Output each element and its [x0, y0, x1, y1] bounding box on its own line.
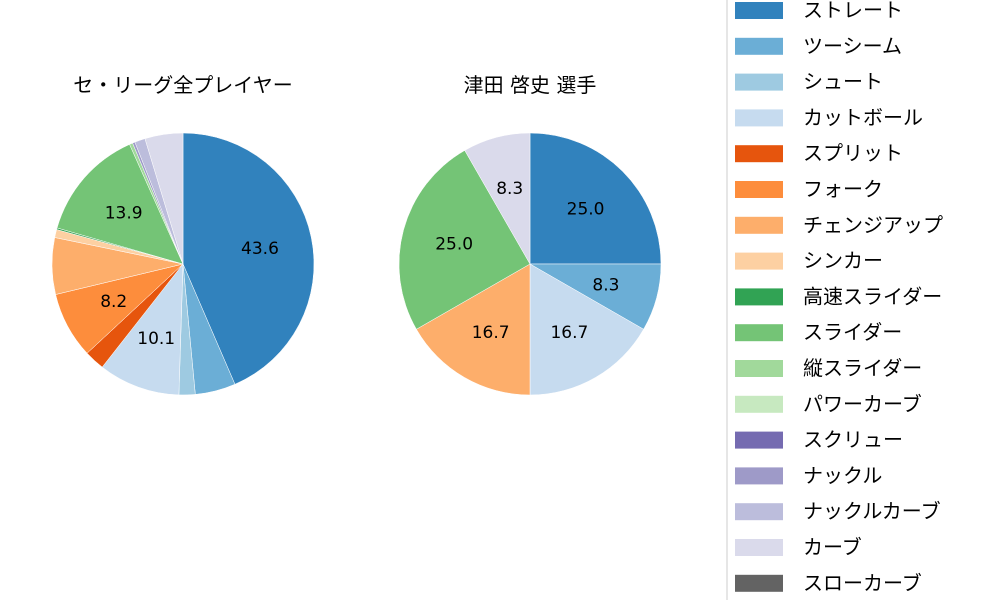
legend-swatch	[735, 395, 783, 413]
legend-swatch	[735, 37, 783, 55]
legend-label: 縦スライダー	[803, 356, 922, 380]
slice-label: 16.7	[472, 323, 510, 343]
legend-label: 高速スライダー	[803, 284, 942, 308]
legend-swatch	[735, 288, 783, 306]
legend-label: ストレート	[803, 0, 903, 22]
legend-swatch	[735, 252, 783, 270]
legend-label: スプリット	[803, 141, 903, 165]
slice-label: 8.3	[496, 179, 523, 199]
slice-label: 25.0	[567, 199, 605, 219]
slice-label: 25.0	[435, 234, 473, 254]
slice-label: 8.2	[100, 292, 127, 312]
slice-label: 16.7	[550, 323, 588, 343]
legend-label: カットボール	[803, 105, 923, 129]
pie-slice	[529, 132, 662, 265]
legend-label: スライダー	[803, 320, 902, 344]
legend-label: ツーシーム	[803, 34, 902, 58]
pie-1: 津田 啓史 選手 25.0 8.3 16.7 16.7 25.0 8.3	[398, 73, 662, 396]
legend-label: シンカー	[803, 249, 883, 273]
legend-label: パワーカーブ	[803, 392, 922, 416]
legend-swatch	[735, 181, 783, 198]
legend-swatch	[735, 431, 783, 449]
legend-label: スクリュー	[803, 428, 903, 452]
legend-swatch	[735, 216, 783, 234]
legend-label: ナックルカーブ	[803, 499, 941, 523]
pie-title: 津田 啓史 選手	[464, 73, 597, 97]
pie-slice	[56, 144, 184, 265]
pie-0: セ・リーグ全プレイヤー 43.6 10.1 8.2 13.9	[51, 73, 315, 396]
legend-swatch	[735, 574, 783, 592]
legend-label: フォーク	[803, 177, 883, 201]
slice-label: 10.1	[137, 329, 175, 349]
legend-label: チェンジアップ	[803, 213, 943, 237]
legend-swatch	[735, 145, 783, 163]
pie-slice	[416, 263, 531, 396]
legend-label: スローカーブ	[803, 571, 922, 595]
pie-slice	[144, 132, 184, 265]
pie-title: セ・リーグ全プレイヤー	[73, 73, 292, 97]
legend-swatch	[735, 2, 783, 19]
legend-label: シュート	[803, 70, 883, 94]
legend-swatch	[735, 360, 783, 377]
pie-slice	[101, 263, 184, 396]
slice-label: 43.6	[241, 239, 279, 259]
legend-swatch	[735, 324, 783, 342]
legend-swatch	[735, 503, 783, 521]
slice-label: 8.3	[592, 275, 619, 295]
legend-label: ナックル	[803, 463, 882, 487]
legend-swatch	[735, 109, 783, 127]
pie-slice	[529, 263, 644, 396]
legend-label: カーブ	[803, 535, 862, 559]
legend-swatch	[735, 539, 783, 556]
pie-slice	[464, 132, 531, 265]
legend: ストレートツーシームシュートカットボールスプリットフォークチェンジアップシンカー…	[726, 0, 1000, 600]
slice-label: 13.9	[105, 203, 143, 223]
pie-slice	[398, 150, 531, 330]
legend-swatch	[735, 73, 783, 91]
legend-swatch	[735, 467, 783, 485]
pie-slice	[182, 132, 315, 385]
